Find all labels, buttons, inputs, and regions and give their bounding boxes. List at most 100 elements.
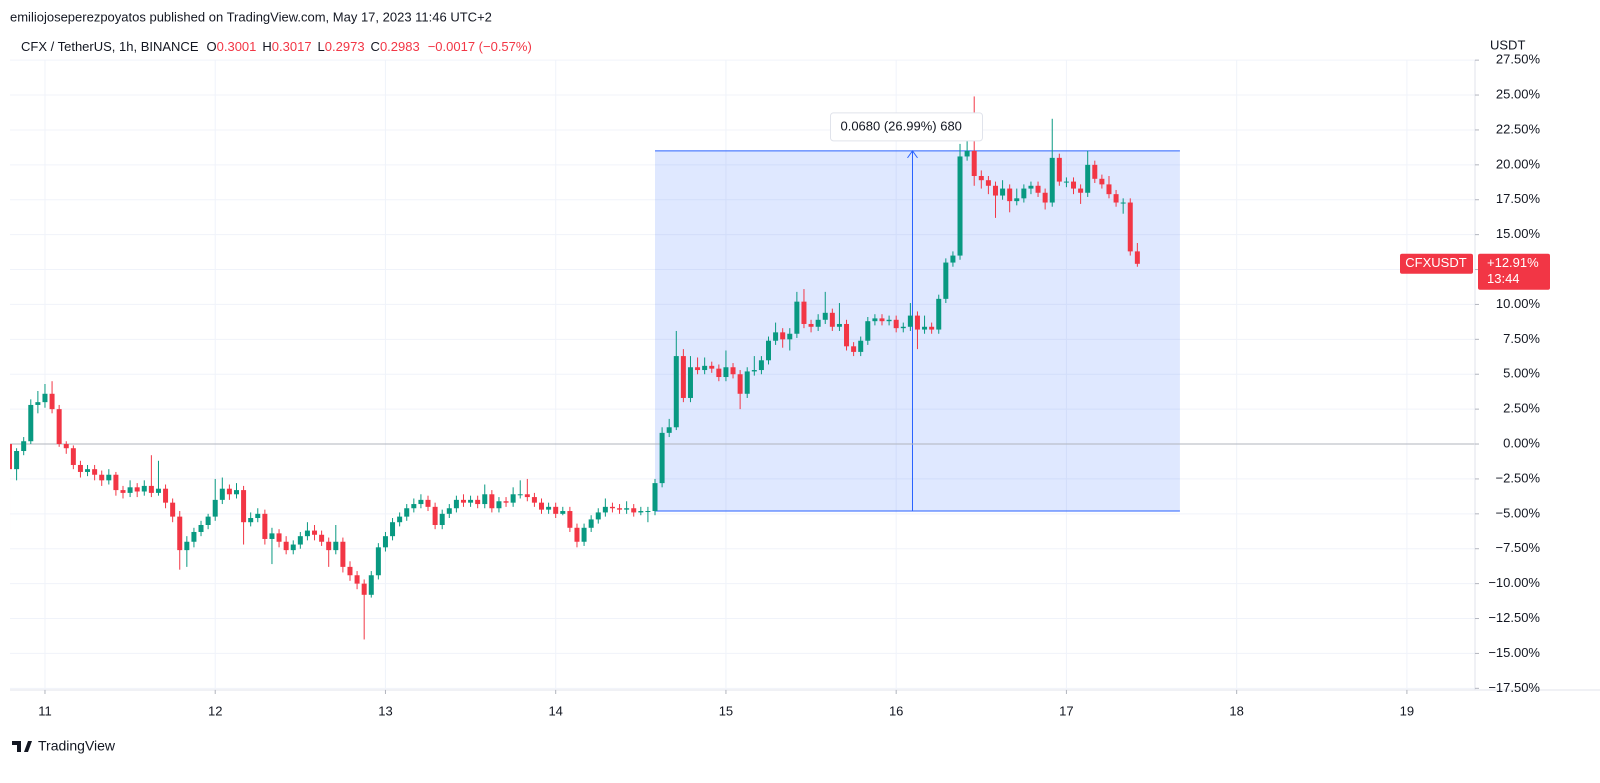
candle-body <box>56 409 62 445</box>
candle-body <box>794 301 800 334</box>
candle-body <box>475 499 481 505</box>
plot-area <box>10 96 1475 640</box>
candle-body <box>106 474 112 481</box>
legend-item: H <box>262 39 271 54</box>
legend-item: 0.3001 <box>217 39 257 54</box>
candle-body <box>155 488 161 493</box>
candle-body <box>439 513 445 525</box>
candle-body <box>922 326 928 330</box>
y-tick-label: −2.50% <box>1496 470 1541 485</box>
candle-body <box>77 464 83 472</box>
symbol-tag <box>1400 253 1473 274</box>
candle-body <box>226 488 232 495</box>
x-tick-label: 16 <box>889 703 903 718</box>
range-label-text: 0.0680 (26.99%) 680 <box>840 118 961 133</box>
candle-body <box>248 518 254 523</box>
candle-body <box>531 497 537 503</box>
x-tick-label: 17 <box>1059 703 1073 718</box>
candle-body <box>943 262 949 299</box>
y-tick-label: 10.00% <box>1496 296 1541 311</box>
candle-body <box>957 156 963 256</box>
candle-body <box>900 326 906 329</box>
candle-body <box>63 444 69 449</box>
candle-body <box>1099 178 1105 185</box>
candle-body <box>120 490 126 493</box>
candle-body <box>347 566 353 576</box>
candle-body <box>567 511 573 528</box>
candle-body <box>283 541 289 551</box>
candle-body <box>602 506 608 513</box>
candle-body <box>233 490 239 495</box>
candle-body <box>141 485 147 492</box>
candle-body <box>1063 181 1069 183</box>
candle-body <box>695 367 701 371</box>
legend-item: C <box>371 39 380 54</box>
candle-body <box>1085 164 1091 193</box>
candle-body <box>1106 184 1112 195</box>
candle-body <box>496 501 502 509</box>
candle-body <box>127 487 133 493</box>
candle-body <box>241 490 247 523</box>
candle-body <box>482 494 488 505</box>
candle-body <box>588 519 594 528</box>
candle-body <box>1021 188 1027 199</box>
range-arrow-head <box>907 150 918 159</box>
candle-body <box>262 513 268 539</box>
candle-body <box>971 150 977 177</box>
candle-body <box>985 180 991 186</box>
candle-body <box>808 323 814 327</box>
y-tick-label: −12.50% <box>1488 610 1540 625</box>
candle-body <box>595 512 601 520</box>
candle-body <box>709 365 715 369</box>
candle-body <box>929 326 935 330</box>
candle-body <box>113 474 119 491</box>
candle-body <box>49 393 55 410</box>
candle-body <box>723 367 729 378</box>
candle-body <box>851 346 857 352</box>
candle-body <box>751 370 757 372</box>
candle-body <box>907 315 913 327</box>
y-tick-label: 27.50% <box>1496 52 1541 67</box>
candle-body <box>524 494 530 498</box>
legend-item: O <box>207 39 217 54</box>
candle-body <box>844 323 850 347</box>
candle-body <box>14 451 20 470</box>
legend-item: CFX / TetherUS, 1h, BINANCE <box>21 39 199 54</box>
y-tick-label: 5.00% <box>1503 366 1540 381</box>
candle-body <box>418 499 424 505</box>
candle-body <box>290 544 296 551</box>
legend-item: 0.2983 <box>380 39 420 54</box>
candle-body <box>829 312 835 327</box>
candle-body <box>85 469 91 472</box>
candle-body <box>1078 188 1084 193</box>
candle-body <box>1092 164 1098 179</box>
candle-body <box>801 301 807 324</box>
candle-body <box>1014 198 1020 202</box>
candle-body <box>560 511 566 514</box>
x-tick-label: 19 <box>1400 703 1414 718</box>
candle-body <box>539 502 545 510</box>
y-tick-label: −5.00% <box>1496 505 1541 520</box>
x-tick-label: 12 <box>208 703 222 718</box>
candle-body <box>368 575 374 595</box>
candle-body <box>404 508 410 517</box>
candle-body <box>879 318 885 322</box>
candle-body <box>446 508 452 514</box>
y-tick-label: 2.50% <box>1503 401 1540 416</box>
candle-body <box>1028 185 1034 189</box>
candle-body <box>744 371 750 394</box>
candle-body <box>858 340 864 352</box>
logo-icon <box>12 741 32 752</box>
candle-body <box>503 501 509 503</box>
y-tick-label: −7.50% <box>1496 540 1541 555</box>
candle-body <box>787 333 793 340</box>
candle-body <box>460 499 466 503</box>
candle-body <box>609 506 615 509</box>
symbol-tag-text: CFXUSDT <box>1405 255 1466 270</box>
price-tag-countdown: 13:44 <box>1487 271 1520 286</box>
candle-body <box>148 485 154 493</box>
x-tick-label: 13 <box>378 703 392 718</box>
footer-brand: TradingView <box>38 738 116 754</box>
range-label-box <box>829 112 983 142</box>
candle-body <box>680 356 686 398</box>
